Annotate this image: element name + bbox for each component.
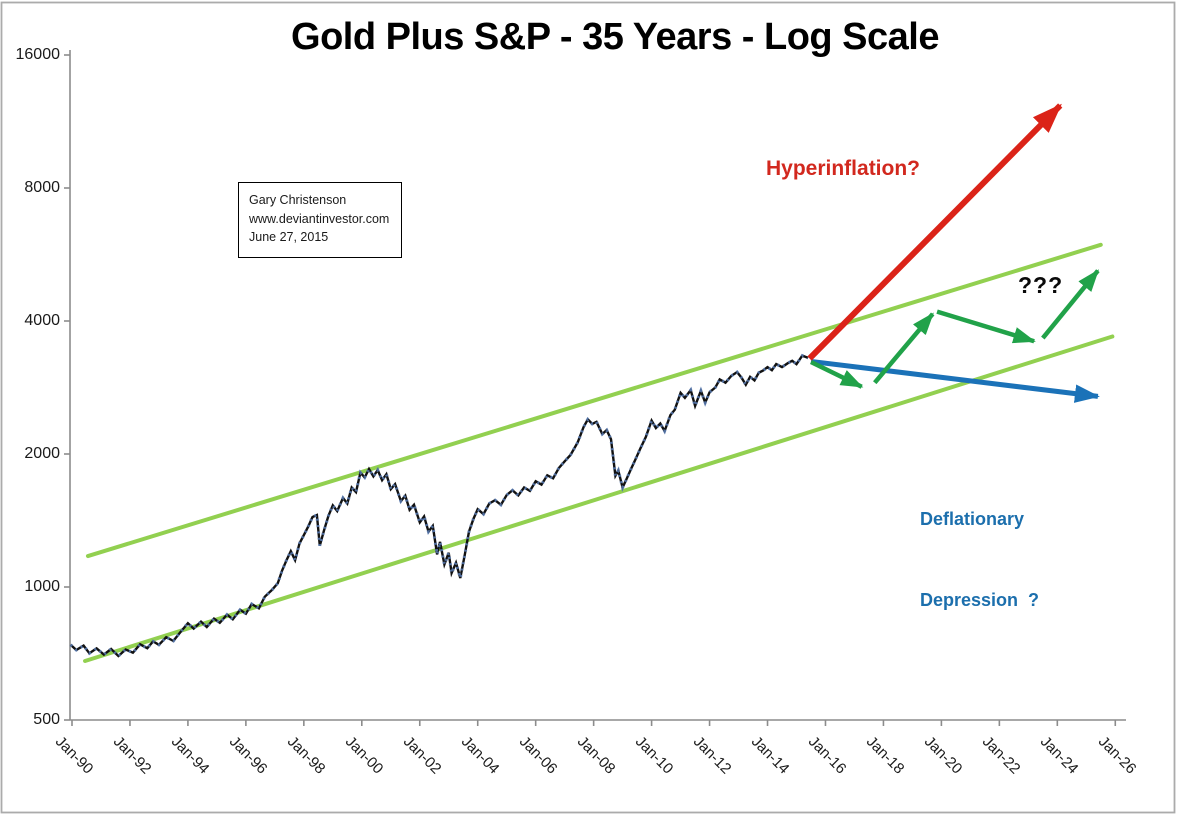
deflation-annotation-line1: Deflationary	[920, 509, 1025, 529]
chart-title: Gold Plus S&P - 35 Years - Log Scale	[291, 16, 939, 58]
scenario-arrow-2	[873, 312, 935, 385]
credit-author: Gary Christenson	[249, 193, 347, 207]
price-series	[69, 353, 809, 659]
y-tick-label: 16000	[15, 46, 61, 63]
unknown-scenario-annotation: ???	[1018, 272, 1064, 298]
hyperinflation-arrow	[807, 103, 1063, 361]
hyperinflation-annotation: Hyperinflation?	[766, 157, 921, 180]
y-tick-label: 500	[33, 711, 60, 728]
credit-box: Gary Christenson www.deviantinvestor.com…	[238, 182, 402, 258]
deflation-annotation-line2: Depression ?	[920, 590, 1040, 610]
projection-arrows	[807, 103, 1100, 403]
price-line	[69, 354, 809, 658]
deflation-arrow	[810, 358, 1100, 403]
scenario-arrow-1	[810, 360, 864, 389]
scenario-arrow-3	[936, 309, 1036, 344]
y-tick-label: 2000	[24, 445, 60, 462]
credit-date: June 27, 2015	[249, 230, 329, 244]
y-tick-label: 8000	[24, 179, 60, 196]
credit-website: www.deviantinvestor.com	[249, 211, 390, 226]
upper-trendline	[85, 242, 1103, 559]
y-tick-label: 1000	[24, 578, 60, 595]
axes	[64, 50, 1126, 726]
y-tick-label: 4000	[24, 312, 60, 329]
deflation-annotation: Deflationary Depression ?	[920, 452, 1039, 668]
scenario-arrow-4	[1041, 269, 1100, 340]
